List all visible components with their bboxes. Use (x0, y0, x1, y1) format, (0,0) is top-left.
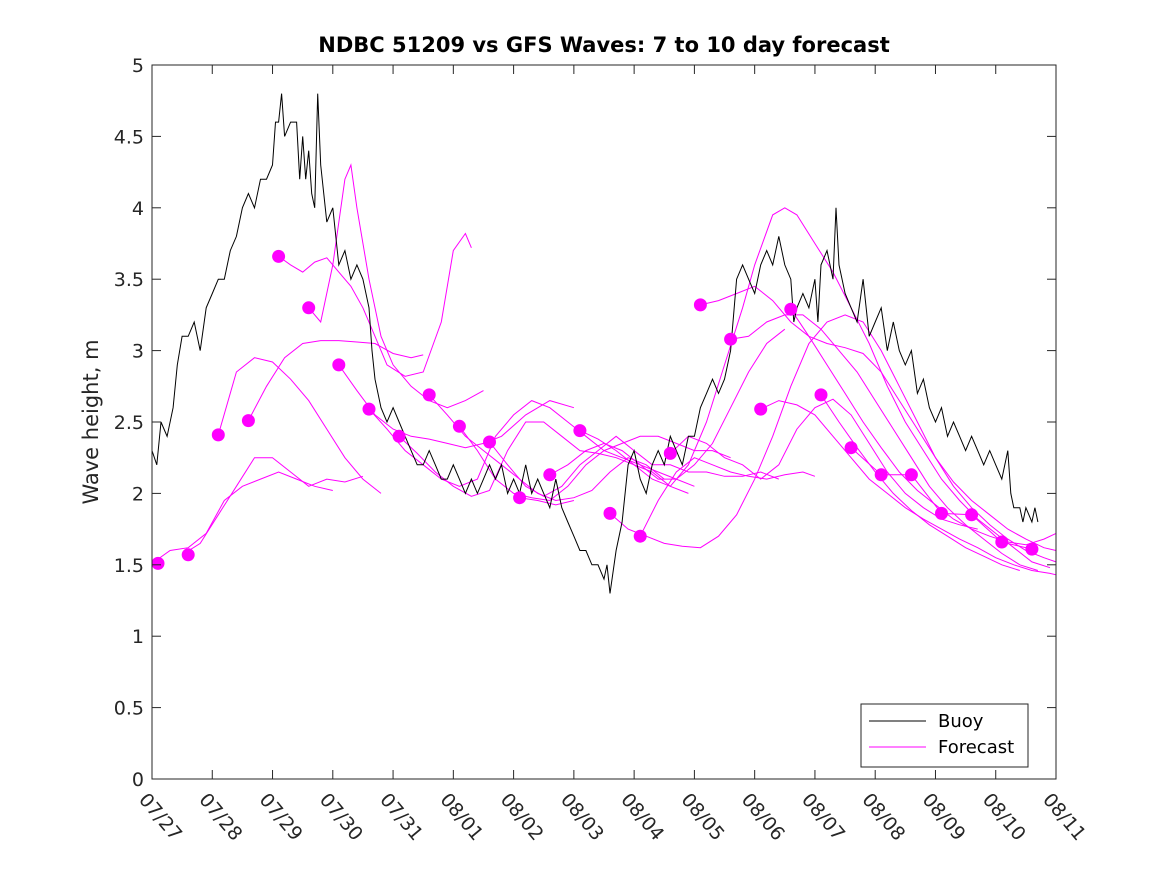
forecast-marker-17 (663, 446, 677, 460)
forecast-marker-2 (211, 428, 225, 442)
forecast-marker-29 (1025, 542, 1039, 556)
y-tick-label-0: 0 (132, 769, 144, 791)
forecast-marker-11 (483, 435, 496, 449)
legend-box (860, 703, 1029, 768)
forecast-marker-16 (633, 529, 647, 543)
forecast-run-line-10 (458, 426, 731, 502)
forecast-marker-27 (965, 508, 979, 522)
forecast-marker-4 (272, 249, 286, 263)
y-tick-label-3: 1.5 (114, 555, 144, 577)
forecast-marker-24 (874, 468, 888, 482)
forecast-marker-5 (302, 301, 316, 315)
forecast-marker-1 (181, 548, 195, 562)
forecast-marker-14 (573, 424, 587, 438)
forecast-marker-22 (814, 388, 828, 402)
forecast-run-line-16 (639, 457, 816, 537)
forecast-run-line-17 (669, 398, 978, 530)
forecast-marker-15 (603, 506, 617, 520)
forecast-run-line-2 (217, 357, 382, 494)
forecast-run-line-19 (730, 314, 1039, 571)
forecast-marker-25 (904, 468, 918, 482)
forecast-marker-0 (151, 556, 165, 570)
forecast-marker-6 (332, 358, 346, 372)
axes-layer (151, 64, 1057, 780)
y-tick-label-5: 2.5 (114, 412, 144, 434)
y-tick-label-2: 1 (132, 626, 144, 648)
plot-area (152, 65, 1056, 779)
forecast-run-line-21 (790, 308, 1057, 546)
forecast-run-line-15 (609, 314, 1057, 563)
forecast-marker-23 (844, 441, 858, 455)
series-layer (151, 93, 1057, 594)
y-axis-label: Wave height, m (79, 339, 103, 504)
forecast-marker-28 (995, 535, 1009, 549)
forecast-marker-26 (935, 506, 948, 520)
forecast-run-line-18 (700, 285, 1057, 551)
y-tick-label-10: 5 (132, 55, 144, 77)
buoy-line (151, 93, 1039, 594)
legend-forecast-label: Forecast (938, 737, 1014, 758)
forecast-run-line-3 (247, 340, 424, 421)
legend: Buoy Forecast (860, 703, 1029, 768)
forecast-marker-8 (392, 429, 406, 443)
forecast-marker-3 (241, 414, 255, 428)
y-tick-label-1: 0.5 (114, 698, 144, 720)
forecast-marker-13 (543, 468, 557, 482)
y-tick-label-8: 4 (132, 198, 144, 220)
forecast-run-line-6 (338, 364, 575, 449)
forecast-run-line-5 (308, 163, 484, 409)
forecast-marker-9 (422, 388, 436, 402)
y-tick-label-6: 3 (132, 341, 144, 363)
forecast-marker-7 (362, 402, 376, 416)
legend-buoy-label: Buoy (938, 711, 984, 732)
forecast-run-line-12 (519, 497, 575, 506)
forecast-marker-21 (784, 302, 798, 316)
y-tick-label-7: 3.5 (114, 269, 144, 291)
chart-title: NDBC 51209 vs GFS Waves: 7 to 10 day for… (318, 33, 889, 57)
forecast-marker-20 (754, 402, 768, 416)
forecast-marker-10 (452, 419, 466, 433)
forecast-marker-12 (513, 491, 527, 505)
forecast-run-line-13 (549, 328, 786, 480)
y-tick-label-4: 2 (132, 483, 144, 505)
forecast-run-line-1 (181, 457, 364, 556)
forecast-marker-19 (724, 332, 738, 346)
forecast-marker-18 (693, 298, 707, 312)
forecast-run-line-4 (278, 232, 472, 377)
forecast-run-line-8 (398, 421, 689, 497)
y-tick-label-9: 4.5 (114, 126, 144, 148)
